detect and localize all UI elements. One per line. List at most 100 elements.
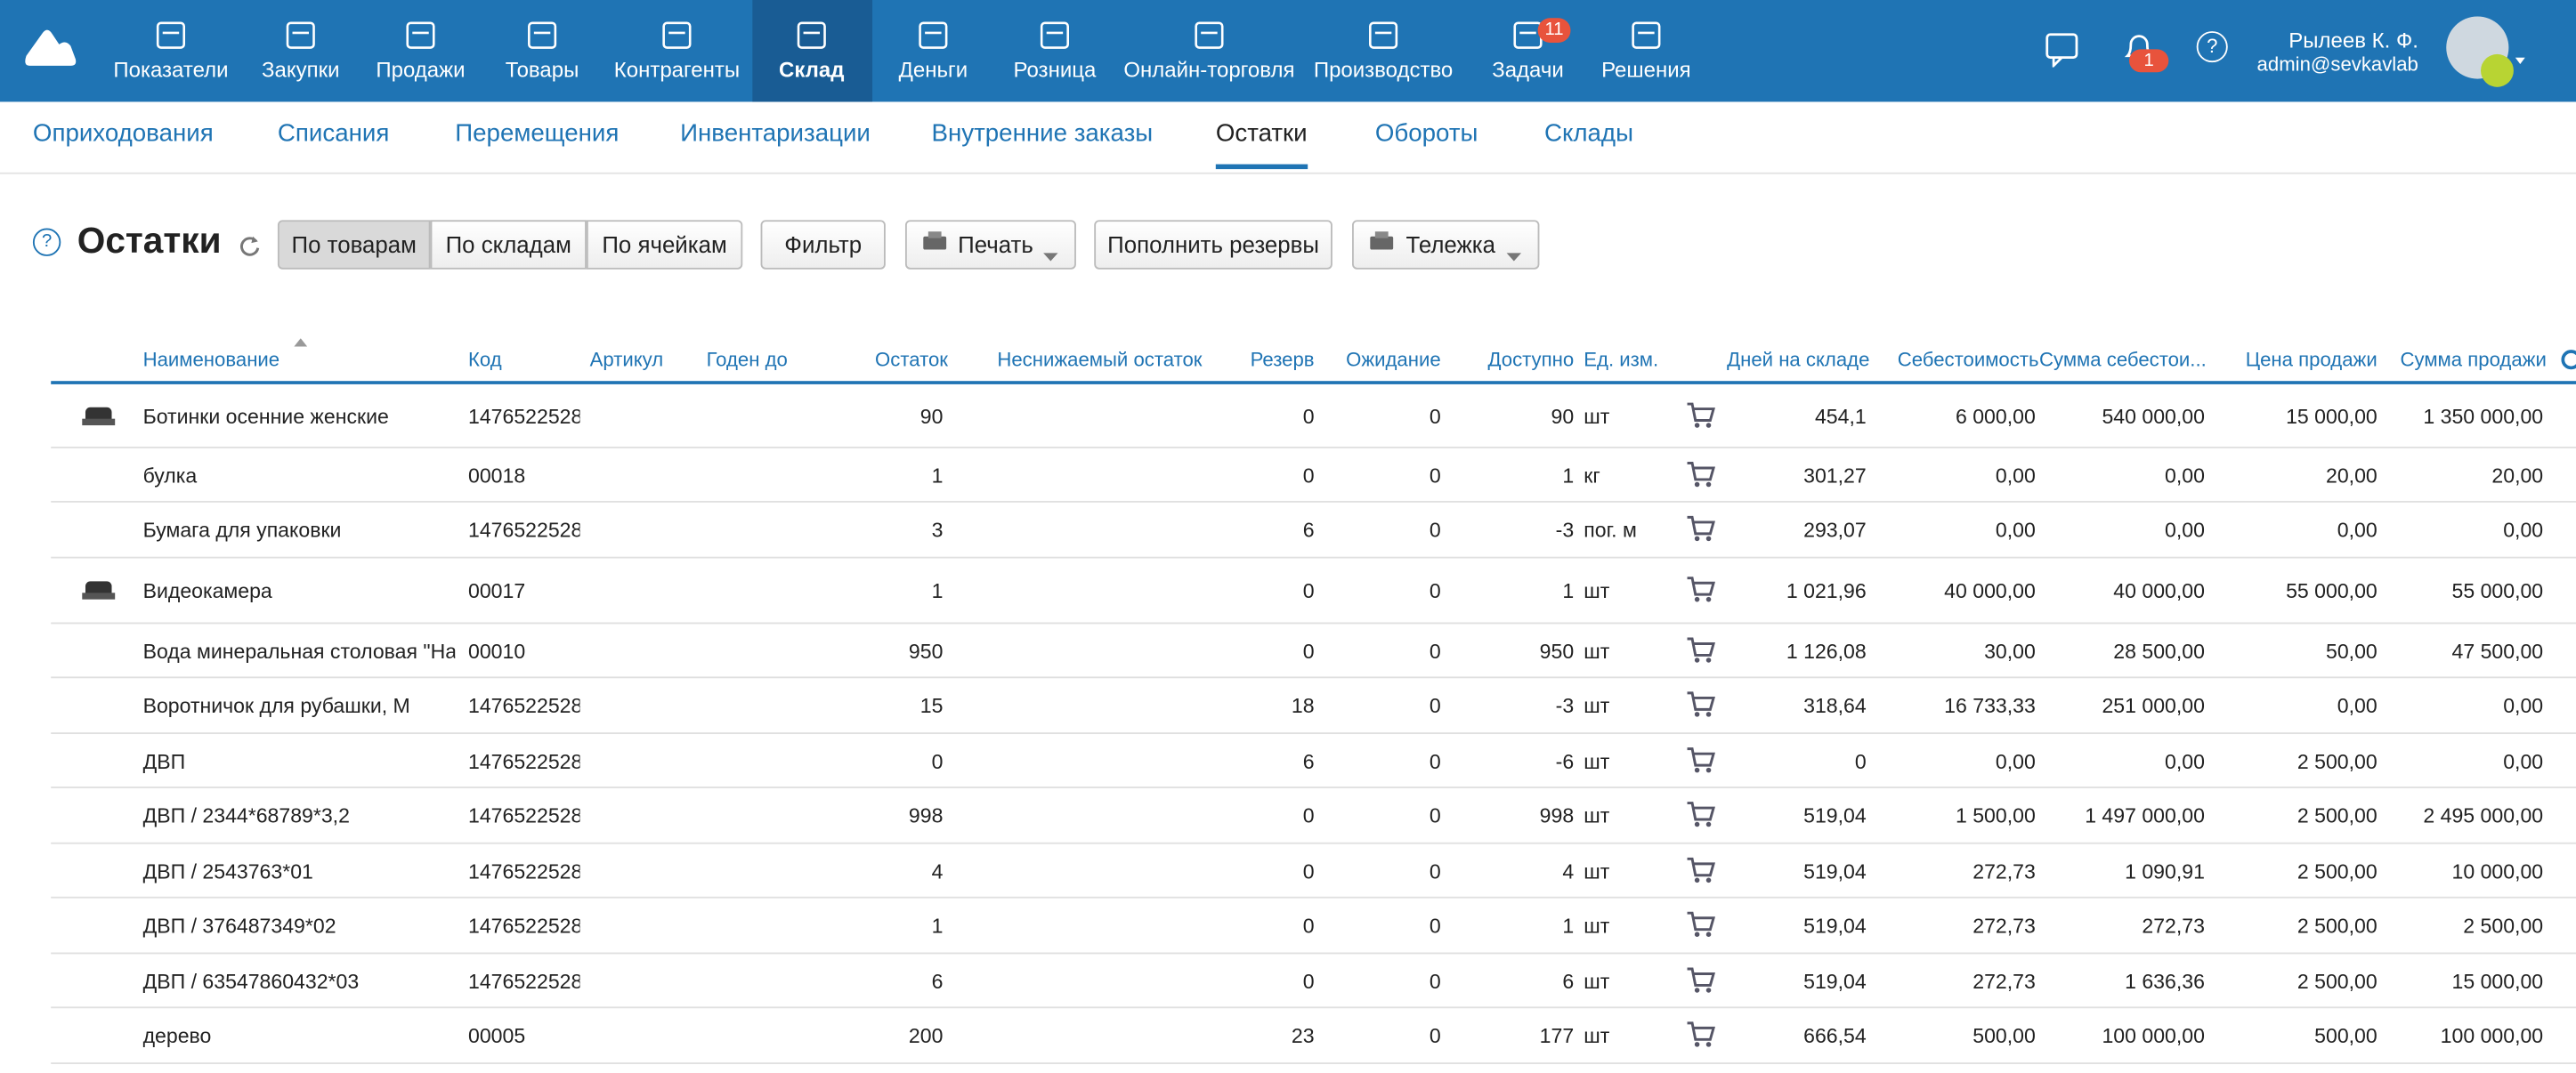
user-caret[interactable] — [2515, 43, 2525, 49]
cart-icon[interactable] — [1686, 514, 1715, 544]
nav-icon[interactable] — [1630, 18, 1663, 52]
cart-icon[interactable] — [1686, 964, 1715, 994]
cart-icon[interactable] — [1686, 690, 1715, 719]
nav-icon[interactable] — [660, 18, 693, 52]
cart-icon[interactable] — [1686, 634, 1715, 664]
nav-icon[interactable] — [1193, 18, 1226, 52]
cell: шт — [1584, 913, 1674, 940]
cart-icon[interactable] — [1686, 910, 1715, 940]
nav-icon[interactable] — [404, 18, 437, 52]
settings-gear[interactable] — [2561, 350, 2576, 369]
nav-badge: 11 — [1538, 18, 1571, 43]
button[interactable]: Пополнить резервы — [1094, 220, 1333, 269]
row-divider — [51, 557, 2576, 559]
cell: 2 495 000,00 — [2346, 803, 2543, 830]
cell: 0 — [746, 748, 943, 775]
cell: 0,00 — [1838, 517, 2035, 544]
cell: 40 000,00 — [2007, 578, 2204, 605]
cell: 0,00 — [2346, 748, 2543, 775]
cell: 4 — [746, 858, 943, 884]
chat-icon[interactable] — [2044, 31, 2080, 68]
cell: 4 — [1377, 858, 1574, 884]
tab[interactable]: Оприходования — [33, 120, 214, 148]
tab[interactable]: Обороты — [1375, 120, 1478, 148]
cell: 90 — [746, 403, 943, 430]
cell: 100 000,00 — [2007, 1023, 2204, 1050]
cell: 1476522528 — [468, 403, 580, 430]
cell: ДВП — [143, 748, 456, 775]
tab[interactable]: Инвентаризации — [680, 120, 871, 148]
cell: 1476522528 — [468, 748, 580, 775]
top-bar — [0, 0, 2576, 101]
nav-icon[interactable] — [1038, 18, 1071, 52]
row-divider — [51, 732, 2576, 734]
column-header[interactable]: Доступно — [1327, 348, 1574, 371]
cell: 272,73 — [1838, 968, 2035, 995]
cell: ДВП / 2344*68789*3,2 — [143, 803, 456, 830]
nav-icon[interactable] — [154, 18, 187, 52]
cell: 20,00 — [2346, 463, 2543, 489]
cell: 1 500,00 — [1838, 803, 2035, 830]
cell: ДВП / 376487349*02 — [143, 913, 456, 940]
cart-icon[interactable] — [1686, 575, 1715, 604]
column-header[interactable]: Код — [468, 348, 502, 371]
cell: 1 497 000,00 — [2007, 803, 2204, 830]
cart-icon[interactable] — [1686, 745, 1715, 774]
cell: шт — [1584, 578, 1674, 605]
button-icon — [1368, 230, 1395, 256]
nav-icon[interactable] — [917, 18, 950, 52]
cell: 15 000,00 — [2346, 968, 2543, 995]
cell: 0,00 — [1838, 463, 2035, 489]
cart-icon[interactable] — [1686, 399, 1715, 429]
cart-icon[interactable] — [1686, 459, 1715, 488]
button[interactable]: Фильтр — [761, 220, 886, 269]
cart-icon[interactable] — [1686, 855, 1715, 884]
tab[interactable]: Остатки — [1216, 120, 1308, 169]
tab[interactable]: Склады — [1544, 120, 1633, 148]
cell: 998 — [1377, 803, 1574, 830]
tab[interactable]: Внутренние заказы — [932, 120, 1154, 148]
cell: 10 000,00 — [2346, 858, 2543, 884]
cell: 272,73 — [1838, 913, 2035, 940]
header-rule — [51, 381, 2576, 384]
avatar-badge — [2481, 54, 2514, 87]
tab[interactable]: Списания — [278, 120, 389, 148]
cell: 998 — [746, 803, 943, 830]
nav-icon[interactable] — [1367, 18, 1400, 52]
cell: кг — [1584, 463, 1674, 489]
button-icon — [921, 230, 948, 256]
view-button[interactable]: По ячейкам — [587, 220, 742, 269]
cell: 15 — [746, 693, 943, 720]
cell: 1 — [746, 913, 943, 940]
column-header[interactable]: Остаток — [701, 348, 948, 371]
cell: дерево — [143, 1023, 456, 1050]
user-email[interactable]: admin@sevkavlab — [2221, 52, 2418, 76]
cell: шт — [1584, 693, 1674, 720]
cart-icon[interactable] — [1686, 800, 1715, 829]
user-name[interactable]: Рылеев К. Ф. — [2221, 28, 2418, 52]
cell: 0,00 — [2346, 693, 2543, 720]
cell: 00005 — [468, 1023, 580, 1050]
nav-icon[interactable] — [284, 18, 317, 52]
nav-icon[interactable] — [795, 18, 828, 52]
view-button[interactable]: По складам — [431, 220, 587, 269]
view-button[interactable]: По товарам — [278, 220, 431, 269]
refresh-icon[interactable] — [239, 233, 262, 256]
tab[interactable]: Перемещения — [455, 120, 619, 148]
column-header[interactable]: Сумма продажи — [2300, 348, 2547, 371]
cell: 500,00 — [1838, 1023, 2035, 1050]
nav-icon[interactable] — [526, 18, 559, 52]
dropdown-caret — [1043, 239, 1058, 247]
cart-icon[interactable] — [1686, 1020, 1715, 1049]
column-header[interactable]: Артикул — [590, 348, 664, 371]
cell: 1476522528 — [468, 968, 580, 995]
nav-item[interactable]: Решения — [1548, 58, 1745, 83]
nav-item[interactable]: Онлайн-торговля — [1111, 58, 1308, 83]
cell: Воротничок для рубашки, M — [143, 693, 456, 720]
cell: 6 000,00 — [1838, 403, 2035, 430]
row-divider — [51, 897, 2576, 899]
logo[interactable] — [23, 27, 79, 73]
help-icon[interactable]: ? — [33, 229, 61, 256]
column-header[interactable]: Наименование — [143, 348, 280, 371]
